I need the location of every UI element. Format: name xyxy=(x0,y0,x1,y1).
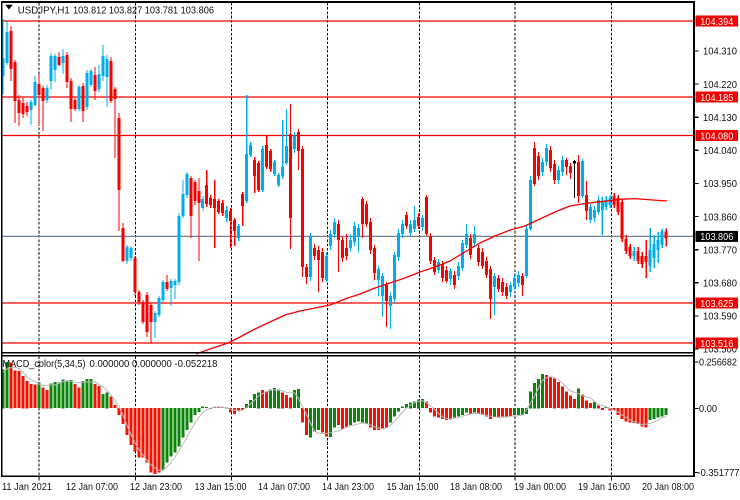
svg-text:103.806: 103.806 xyxy=(700,231,733,243)
svg-text:13 Jan 15:00: 13 Jan 15:00 xyxy=(195,481,247,493)
svg-text:19 Jan 16:00: 19 Jan 16:00 xyxy=(578,481,630,493)
svg-text:11 Jan 2021: 11 Jan 2021 xyxy=(2,481,52,493)
svg-text:103.860: 103.860 xyxy=(703,211,737,223)
svg-text:12 Jan 07:00: 12 Jan 07:00 xyxy=(66,481,118,493)
svg-text:0.256682: 0.256682 xyxy=(699,357,737,369)
svg-text:12 Jan 23:00: 12 Jan 23:00 xyxy=(130,481,182,493)
svg-text:103.950: 103.950 xyxy=(703,178,737,190)
svg-text:20 Jan 08:00: 20 Jan 08:00 xyxy=(642,481,694,493)
svg-text:104.310: 104.310 xyxy=(703,46,737,58)
svg-text:14 Jan 07:00: 14 Jan 07:00 xyxy=(258,481,310,493)
svg-text:104.080: 104.080 xyxy=(700,130,733,142)
svg-text:103.625: 103.625 xyxy=(700,298,733,310)
svg-text:19 Jan 00:00: 19 Jan 00:00 xyxy=(514,481,566,493)
svg-text:103.812 103.827 103.781 103.80: 103.812 103.827 103.781 103.806 xyxy=(73,5,214,17)
svg-text:MACD_color(5,34,5): MACD_color(5,34,5) xyxy=(3,358,86,370)
svg-text:104.040: 104.040 xyxy=(703,145,737,157)
svg-text:0.00: 0.00 xyxy=(699,403,717,415)
svg-text:15 Jan 15:00: 15 Jan 15:00 xyxy=(387,481,439,493)
svg-text:14 Jan 23:00: 14 Jan 23:00 xyxy=(322,481,374,493)
svg-text:103.516: 103.516 xyxy=(700,338,733,350)
svg-text:104.130: 104.130 xyxy=(703,112,737,124)
svg-text:USDJPY,H1: USDJPY,H1 xyxy=(18,5,70,17)
svg-text:104.394: 104.394 xyxy=(700,16,733,28)
svg-text:103.590: 103.590 xyxy=(703,311,737,323)
svg-text:0.000000 0.000000 -0.052218: 0.000000 0.000000 -0.052218 xyxy=(90,358,218,370)
svg-text:103.770: 103.770 xyxy=(703,244,737,256)
svg-text:18 Jan 08:00: 18 Jan 08:00 xyxy=(450,481,502,493)
svg-text:104.220: 104.220 xyxy=(703,79,737,91)
svg-text:103.680: 103.680 xyxy=(703,277,737,289)
svg-text:-0.351777: -0.351777 xyxy=(698,467,740,479)
svg-text:104.185: 104.185 xyxy=(700,92,733,104)
